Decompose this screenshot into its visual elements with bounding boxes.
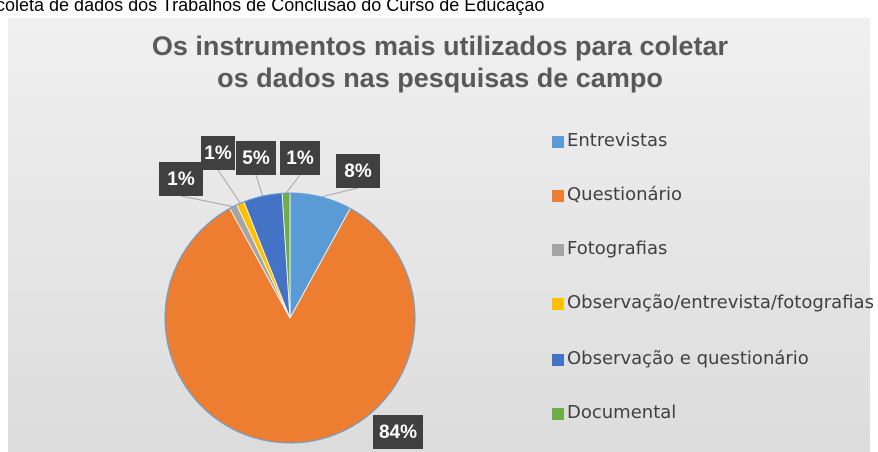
data-label: 1% xyxy=(286,148,314,169)
data-label: 5% xyxy=(242,148,270,169)
leader-line xyxy=(285,174,301,194)
leader-line xyxy=(255,174,264,197)
data-label-box xyxy=(236,141,276,175)
data-label: 1% xyxy=(204,143,232,164)
pie-outline xyxy=(164,192,416,444)
legend-entry: Questionário xyxy=(567,184,682,205)
chart-title: Os instrumentos mais utilizados para col… xyxy=(152,31,729,93)
legend-entry: Observação/entrevista/fotografias xyxy=(567,292,874,313)
legend-label: Documental xyxy=(567,402,677,423)
legend-swatch xyxy=(552,136,564,148)
data-label-box xyxy=(373,415,423,449)
legend-label: Observação/entrevista/fotografias xyxy=(567,292,874,313)
legend-entry: Documental xyxy=(567,402,677,423)
data-label: 84% xyxy=(379,422,417,443)
legend-label: Fotografias xyxy=(567,238,668,259)
legend-label: Observação e questionário xyxy=(567,348,809,369)
legend-entry: Observação e questionário xyxy=(567,348,809,369)
legend-label: Questionário xyxy=(567,184,682,205)
legend-entry: Fotografias xyxy=(567,238,668,259)
legend-swatch xyxy=(552,408,564,420)
chart-area xyxy=(8,18,870,452)
leader-line xyxy=(320,187,359,198)
data-label: 8% xyxy=(344,161,372,182)
legend-swatch xyxy=(552,298,564,310)
legend-swatch xyxy=(552,244,564,256)
data-label-box xyxy=(280,141,320,175)
data-label: 1% xyxy=(167,169,195,190)
leader-line xyxy=(180,195,234,208)
legend-swatch xyxy=(552,190,564,202)
data-label-box xyxy=(159,162,203,196)
legend-entry: Entrevistas xyxy=(567,130,668,151)
legend-swatch xyxy=(552,354,564,366)
leader-line xyxy=(217,169,241,204)
header-text: coleta de dados dos Trabalhos de Conclus… xyxy=(0,0,544,15)
data-label-box xyxy=(336,154,380,188)
legend-label: Entrevistas xyxy=(567,130,668,151)
data-label-box xyxy=(201,136,235,170)
